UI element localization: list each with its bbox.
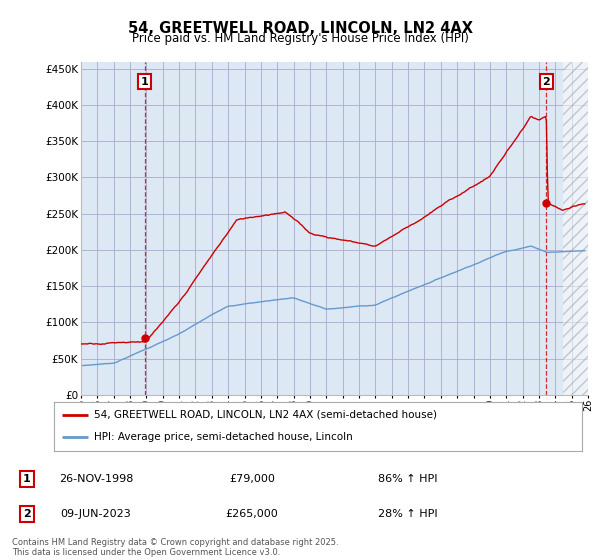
- Bar: [563, 62, 588, 395]
- Text: 54, GREETWELL ROAD, LINCOLN, LN2 4AX (semi-detached house): 54, GREETWELL ROAD, LINCOLN, LN2 4AX (se…: [94, 410, 437, 420]
- Text: 1: 1: [141, 77, 149, 87]
- Text: 54, GREETWELL ROAD, LINCOLN, LN2 4AX: 54, GREETWELL ROAD, LINCOLN, LN2 4AX: [128, 21, 473, 36]
- Text: 26-NOV-1998: 26-NOV-1998: [59, 474, 133, 484]
- Text: 09-JUN-2023: 09-JUN-2023: [61, 509, 131, 519]
- Text: 28% ↑ HPI: 28% ↑ HPI: [378, 509, 438, 519]
- Text: 86% ↑ HPI: 86% ↑ HPI: [378, 474, 438, 484]
- Text: 1: 1: [23, 474, 31, 484]
- Text: Price paid vs. HM Land Registry's House Price Index (HPI): Price paid vs. HM Land Registry's House …: [131, 32, 469, 45]
- Text: HPI: Average price, semi-detached house, Lincoln: HPI: Average price, semi-detached house,…: [94, 432, 352, 442]
- Text: 2: 2: [23, 509, 31, 519]
- Text: Contains HM Land Registry data © Crown copyright and database right 2025.
This d: Contains HM Land Registry data © Crown c…: [12, 538, 338, 557]
- Text: 2: 2: [542, 77, 550, 87]
- Text: £265,000: £265,000: [226, 509, 278, 519]
- Text: £79,000: £79,000: [229, 474, 275, 484]
